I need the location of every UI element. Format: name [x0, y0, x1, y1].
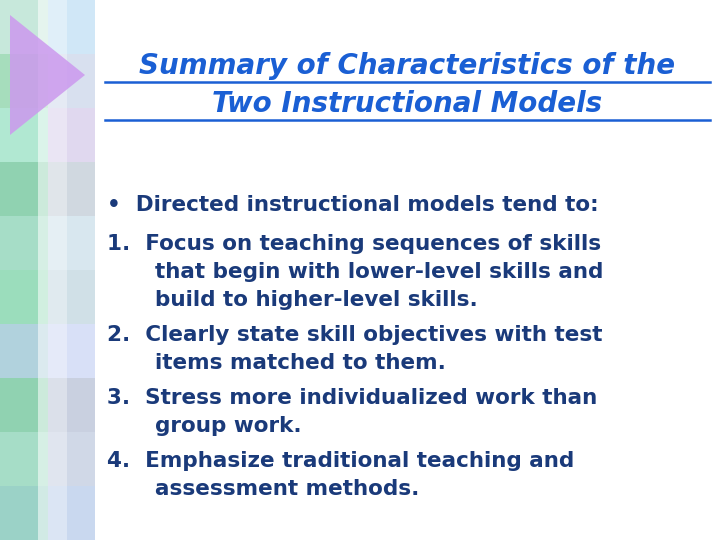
Bar: [95, 0, 720, 540]
Bar: [0, 216, 48, 270]
Text: group work.: group work.: [125, 416, 302, 436]
Text: build to higher-level skills.: build to higher-level skills.: [125, 290, 478, 310]
Bar: [48, 108, 95, 162]
Bar: [48, 270, 95, 324]
Polygon shape: [10, 15, 85, 135]
Bar: [0, 0, 66, 540]
Bar: [38, 0, 104, 540]
Bar: [48, 378, 95, 432]
Bar: [0, 270, 48, 324]
Bar: [48, 432, 95, 486]
Bar: [48, 324, 95, 378]
Text: 4.  Emphasize traditional teaching and: 4. Emphasize traditional teaching and: [107, 451, 575, 471]
Bar: [48, 0, 95, 54]
Text: 3.  Stress more individualized work than: 3. Stress more individualized work than: [107, 388, 598, 408]
Bar: [0, 432, 48, 486]
Bar: [48, 486, 95, 540]
Bar: [0, 324, 48, 378]
Text: 2.  Clearly state skill objectives with test: 2. Clearly state skill objectives with t…: [107, 325, 603, 345]
Bar: [0, 0, 48, 54]
Bar: [0, 162, 48, 216]
Text: items matched to them.: items matched to them.: [125, 353, 446, 373]
Bar: [0, 54, 48, 108]
Bar: [0, 378, 48, 432]
Bar: [48, 54, 95, 108]
Text: •  Directed instructional models tend to:: • Directed instructional models tend to:: [107, 195, 598, 215]
Text: assessment methods.: assessment methods.: [125, 479, 419, 499]
Bar: [0, 108, 48, 162]
Text: 1.  Focus on teaching sequences of skills: 1. Focus on teaching sequences of skills: [107, 234, 601, 254]
Bar: [0, 486, 48, 540]
Bar: [48, 162, 95, 216]
Bar: [48, 216, 95, 270]
Text: Summary of Characteristics of the: Summary of Characteristics of the: [140, 52, 675, 80]
Text: that begin with lower-level skills and: that begin with lower-level skills and: [125, 262, 603, 282]
Text: Two Instructional Models: Two Instructional Models: [212, 90, 603, 118]
